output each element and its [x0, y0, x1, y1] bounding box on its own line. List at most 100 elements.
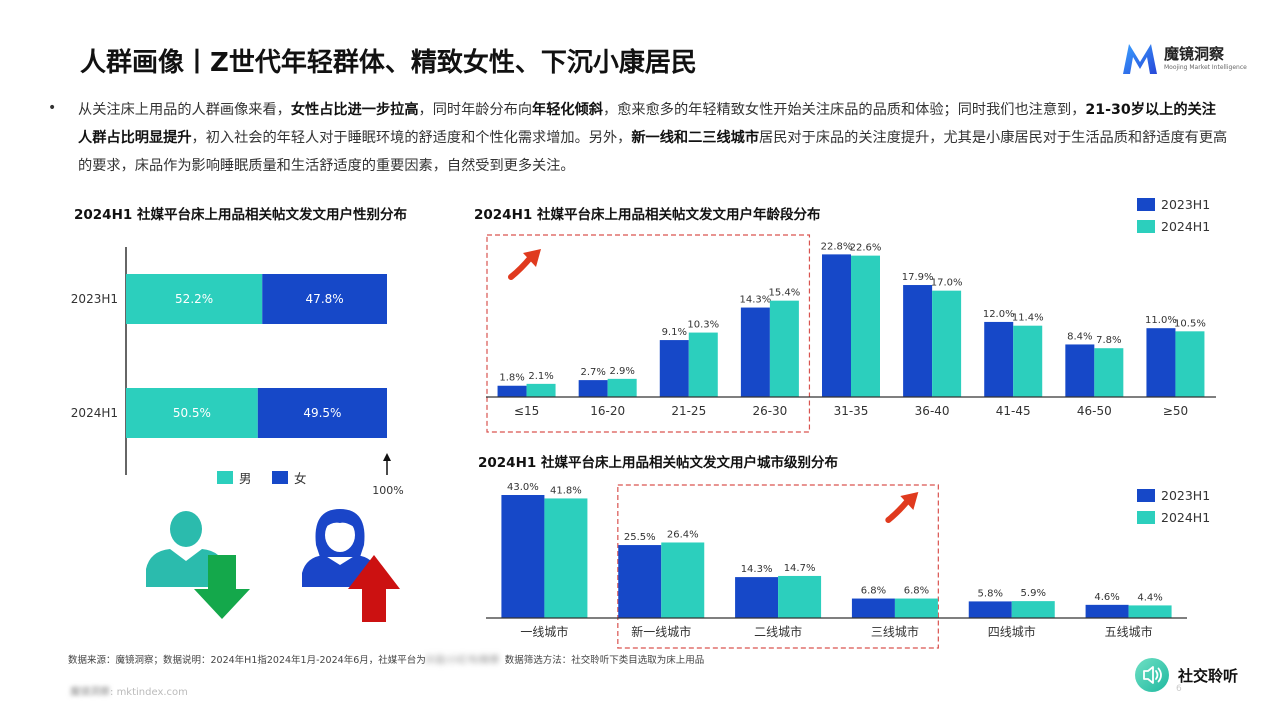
highlight-box: [617, 484, 939, 649]
bar: [262, 274, 387, 324]
data-label: 22.8%: [821, 241, 853, 252]
bar: [1094, 348, 1124, 397]
data-label: 12.0%: [983, 309, 1015, 320]
x-tick-label: 五线城市: [1105, 624, 1153, 639]
x-tick-label: 一线城市: [520, 624, 568, 639]
data-label: 47.8%: [306, 292, 344, 306]
x-tick-label: 31-35: [834, 404, 869, 418]
data-label: 17.9%: [902, 272, 934, 283]
bar: [1085, 604, 1129, 618]
city-chart-title: 2024H1 社媒平台床上用品相关帖文发文用户城市级别分布: [478, 455, 838, 471]
brand-logo: 魔镜洞察 Moojing Market Intelligence: [1120, 40, 1260, 80]
footer-brand: 魔镜洞察: [70, 687, 110, 698]
summary-text: ，愈来愈多的年轻精致女性开始关注床品的品质和体验；同时我们也注意到，: [603, 102, 1086, 118]
x-tick-label: 16-20: [590, 404, 625, 418]
moojing-logo-icon: [1123, 44, 1157, 74]
axis-end-arrow-head: [383, 453, 391, 461]
data-label: 49.5%: [303, 406, 341, 420]
male-user-icon-group: [146, 511, 250, 619]
legend-swatch: [1137, 511, 1155, 524]
data-label: 52.2%: [175, 292, 213, 306]
bar: [740, 307, 770, 397]
summary-paragraph: 从关注床上用品的人群画像来看，女性占比进一步拉高，同时年龄分布向年轻化倾斜，愈来…: [78, 96, 1228, 180]
bar: [851, 255, 880, 397]
x-tick-label: 26-30: [752, 404, 787, 418]
age-chart: 1.8% 2.1% ≤15 2.7% 2.9% 16-20 9.1%10.3% 21-25 14…: [486, 197, 1216, 433]
x-tick-label: 36-40: [915, 404, 950, 418]
legend-swatch: [1137, 198, 1155, 211]
bullet-dot: •: [48, 100, 57, 116]
bar: [659, 340, 689, 397]
data-label: 4.6%: [1094, 592, 1119, 603]
gender-chart-title: 2024H1 社媒平台床上用品相关帖文发文用户性别分布: [74, 207, 407, 223]
x-tick-label: 四线城市: [988, 624, 1036, 639]
badge-label: 社交聆听: [1178, 667, 1239, 685]
x-tick-label: ≥50: [1163, 404, 1188, 418]
source-filter-text: 数据筛选方法：社交聆听下类目选取为床上用品: [504, 655, 705, 666]
brand-name: 魔镜洞察: [1164, 45, 1225, 63]
x-tick-label: 21-25: [671, 404, 706, 418]
category-label: 2023H1: [71, 292, 118, 306]
source-text: 数据来源：魔镜洞察；数据说明：2024年H1指2024年1月-2024年6月，社…: [68, 655, 426, 666]
summary-highlight: 21-30岁以上的关注人群占比明显提升: [78, 102, 1216, 146]
category-label: 2024H1: [71, 406, 118, 420]
data-label: 50.5%: [173, 406, 211, 420]
data-label: 4.4%: [1137, 592, 1162, 603]
legend-label: 2024H1: [1161, 219, 1210, 234]
highlight-box: [486, 234, 811, 433]
age-chart-title: 2024H1 社媒平台床上用品相关帖文发文用户年龄段分布: [474, 207, 821, 223]
data-label: 7.8%: [1096, 335, 1121, 346]
data-label: 6.8%: [904, 586, 929, 597]
social-listening-icon: [1135, 658, 1169, 692]
brand-subtitle: Moojing Market Intelligence: [1164, 64, 1247, 71]
bar: [1011, 601, 1055, 618]
x-tick-label: 二线城市: [754, 624, 802, 639]
data-label: 14.3%: [739, 295, 771, 306]
legend-label: 2024H1: [1161, 510, 1210, 525]
bar: [1128, 605, 1172, 618]
data-label: 41.8%: [550, 485, 582, 496]
bar: [735, 577, 779, 618]
bar: [526, 383, 556, 397]
bar: [851, 598, 895, 618]
female-user-icon-group: [302, 509, 400, 622]
bar: [1065, 344, 1095, 397]
gender-chart: 2023H1 52.2% 47.8% 2024H1 50.5% 49.5% 100% 男 女: [71, 247, 404, 497]
legend-swatch: [1137, 220, 1155, 233]
male-user-icon: [146, 511, 226, 587]
down-arrow-icon: [194, 555, 250, 619]
x-tick-label: 三线城市: [871, 624, 919, 639]
bar: [894, 598, 938, 618]
bar: [688, 332, 718, 397]
summary-text: ，同时年龄分布向: [418, 102, 533, 118]
x-tick-label: 新一线城市: [631, 624, 691, 639]
data-label: 2.1%: [528, 371, 553, 382]
data-label: 1.8%: [499, 373, 524, 384]
social-listening-badge: 社交聆听: [1134, 656, 1254, 694]
bar: [1175, 331, 1205, 397]
page-title: 人群画像丨Z世代年轻群体、精致女性、下沉小康居民: [80, 48, 697, 78]
x-tick-label: 41-45: [996, 404, 1031, 418]
data-label: 43.0%: [507, 482, 539, 493]
bar: [607, 378, 637, 397]
summary-text: 居民对于床品的关注度提升，尤其是小康居民对于生活品质和舒适度有更高的要求，床品作…: [78, 130, 1228, 174]
bar: [126, 388, 258, 438]
bar: [126, 274, 263, 324]
data-label: 26.4%: [667, 529, 699, 540]
data-label: 11.0%: [1145, 315, 1177, 326]
data-label: 22.6%: [850, 243, 882, 254]
data-label: 14.3%: [741, 564, 773, 575]
footer-link: mktindex.com: [116, 687, 188, 698]
bar: [661, 542, 705, 618]
legend-label: 女: [294, 471, 307, 486]
legend-swatch: [272, 471, 288, 484]
x-tick-label: 46-50: [1077, 404, 1112, 418]
bar: [1146, 328, 1176, 397]
bar: [544, 498, 588, 618]
data-label: 5.8%: [978, 588, 1003, 599]
footer-url: 魔镜洞察: mktindex.com: [70, 683, 188, 698]
axis-end-label: 100%: [372, 484, 403, 497]
page-number: 6: [1176, 684, 1182, 694]
legend-label: 2023H1: [1161, 488, 1210, 503]
bar: [984, 321, 1014, 397]
